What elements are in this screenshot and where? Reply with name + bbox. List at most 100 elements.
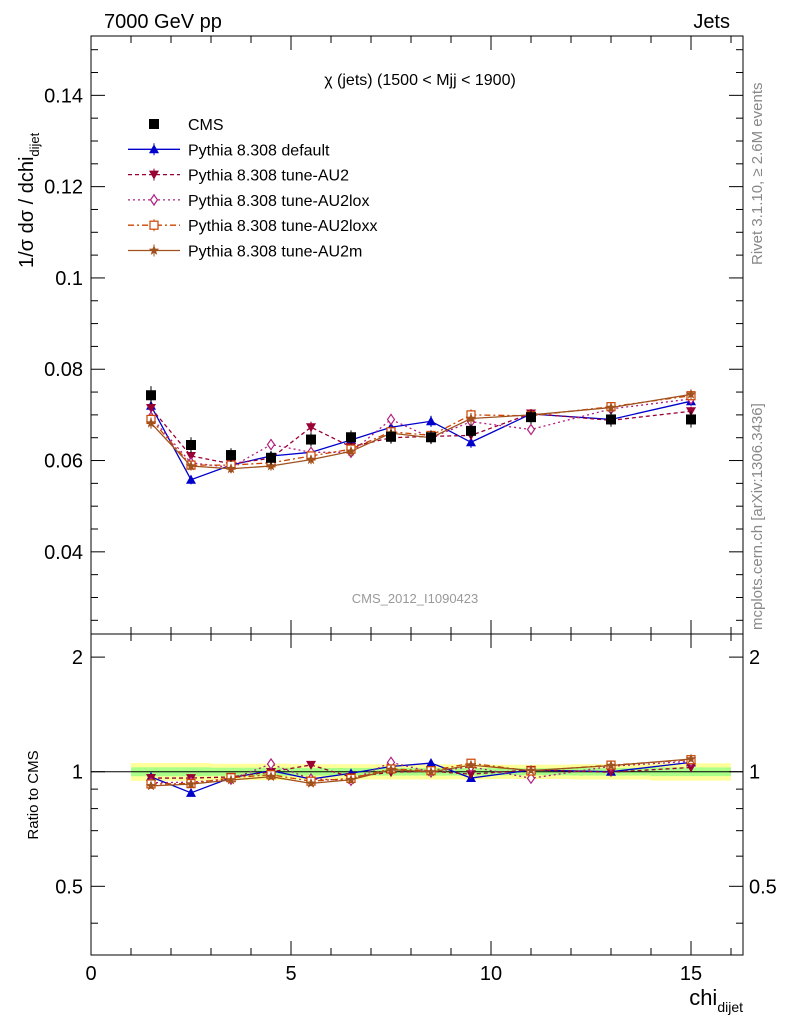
legend-marker — [149, 119, 159, 129]
data-point — [426, 432, 436, 443]
data-point — [306, 434, 316, 445]
legend-marker — [149, 193, 159, 206]
legend-item: Pythia 8.308 tune-AU2m — [128, 244, 362, 261]
legend-label: Pythia 8.308 tune-AU2 — [188, 168, 349, 185]
ratio-point — [606, 768, 616, 778]
main-panel: 0.04 0.06 0.08 0.1 0.12 0.14 — [44, 35, 744, 955]
ratio-tick-label: 0.5 — [55, 876, 83, 898]
ratio-tick-label: 2 — [72, 647, 83, 669]
legend-label: CMS — [188, 117, 224, 134]
data-point — [386, 431, 396, 442]
ratio-point — [685, 753, 697, 764]
data-point — [146, 390, 156, 401]
ratio-point — [345, 774, 357, 785]
legend-item: CMS — [149, 117, 224, 134]
data-point — [465, 413, 477, 423]
y-tick-label: 0.08 — [44, 359, 83, 381]
ratio-panel: 0 5 10 15 0.5 0.5 1 1 2 2 — [55, 633, 777, 985]
legend-marker — [148, 245, 160, 255]
ratio-point — [525, 765, 537, 775]
y-axis-title-text: 1/σ dσ / dchi — [16, 157, 38, 268]
legend-label: Pythia 8.308 tune-AU2loxx — [188, 218, 377, 235]
data-point — [186, 440, 196, 451]
legend-label: Pythia 8.308 default — [188, 142, 330, 159]
watermark: CMS_2012_I1090423 — [352, 591, 479, 606]
side-label-mcplots: mcplots.cern.ch [arXiv:1306.3436] — [749, 403, 766, 630]
chart-title: χ (jets) (1500 < Mjj < 1900) — [324, 72, 516, 89]
data-point — [386, 413, 396, 426]
data-point — [185, 460, 197, 471]
data-point — [145, 417, 157, 428]
ratio-point — [426, 758, 436, 768]
y-axis-title-sub: dijet — [27, 132, 42, 156]
ratio-tick-label: 0.5 — [749, 876, 777, 898]
data-point — [186, 474, 196, 484]
data-point — [526, 423, 536, 436]
data-point — [305, 454, 317, 465]
legend-item: Pythia 8.308 default — [128, 142, 330, 159]
legend-label: Pythia 8.308 tune-AU2lox — [188, 193, 369, 210]
ratio-point — [465, 759, 477, 770]
data-point — [265, 460, 277, 471]
data-point — [146, 404, 156, 414]
ratio-line — [150, 764, 692, 779]
ratio-point — [305, 777, 317, 788]
ratio-point — [385, 764, 397, 775]
data-point — [225, 463, 237, 474]
legend-marker — [149, 170, 159, 180]
side-label-rivet: Rivet 3.1.10, ≥ 2.6M events — [749, 83, 766, 266]
data-point — [526, 412, 536, 423]
legend-item: Pythia 8.308 tune-AU2lox — [128, 193, 369, 210]
series-cms — [146, 386, 696, 465]
header-left: 7000 GeV pp — [104, 11, 222, 33]
data-point — [186, 451, 196, 461]
x-axis-title: chidijet — [689, 985, 743, 1015]
ratio-point — [265, 771, 277, 782]
ratio-frame — [90, 633, 744, 956]
x-axis-title-sub: dijet — [717, 999, 743, 1015]
x-tick-label: 10 — [480, 963, 502, 985]
ratio-point — [306, 760, 316, 770]
series-line — [150, 398, 692, 469]
data-point — [426, 416, 436, 426]
ratio-point — [185, 778, 197, 789]
y-tick-label: 0.06 — [44, 451, 83, 473]
x-tick-label: 15 — [680, 963, 702, 985]
ratio-line — [150, 760, 692, 784]
ratio-point — [225, 774, 237, 785]
ratio-tick-label: 2 — [749, 647, 760, 669]
data-point — [226, 450, 236, 461]
data-point — [266, 452, 276, 463]
data-point — [466, 437, 476, 447]
ratio-axis-title: Ratio to CMS — [25, 750, 42, 839]
ratio-point — [526, 772, 536, 785]
y-tick-label: 0.04 — [44, 542, 83, 564]
ratio-point — [466, 770, 476, 780]
x-tick-label: 0 — [85, 963, 96, 985]
series-line — [150, 393, 692, 470]
legend-label: Pythia 8.308 tune-AU2m — [188, 244, 362, 261]
y-tick-label: 0.14 — [44, 85, 83, 107]
legend-marker — [149, 220, 159, 230]
data-point — [266, 438, 276, 451]
svg-text:1/σ dσ / dchidijet: 1/σ dσ / dchidijet — [16, 132, 42, 268]
legend-item: Pythia 8.308 tune-AU2 — [128, 168, 349, 185]
legend-item: Pythia 8.308 tune-AU2loxx — [128, 218, 377, 235]
y-tick-label: 0.12 — [44, 177, 83, 199]
y-tick-label: 0.1 — [55, 268, 83, 290]
ratio-tick-label: 1 — [72, 762, 83, 784]
y-axis-title: 1/σ dσ / dchidijet — [16, 132, 42, 268]
ratio-point — [686, 763, 696, 773]
ratio-point — [145, 780, 157, 791]
ratio-point — [266, 757, 276, 771]
data-point — [605, 402, 617, 412]
data-point — [685, 388, 697, 399]
ratio-line — [150, 758, 692, 787]
x-axis-title-text: chi — [689, 985, 717, 1010]
ratio-point — [425, 766, 437, 777]
ratio-point — [605, 760, 617, 770]
data-point — [345, 445, 357, 456]
data-point — [686, 414, 696, 425]
ratio-series-pythia-8-308-tune-au2m — [145, 753, 697, 791]
